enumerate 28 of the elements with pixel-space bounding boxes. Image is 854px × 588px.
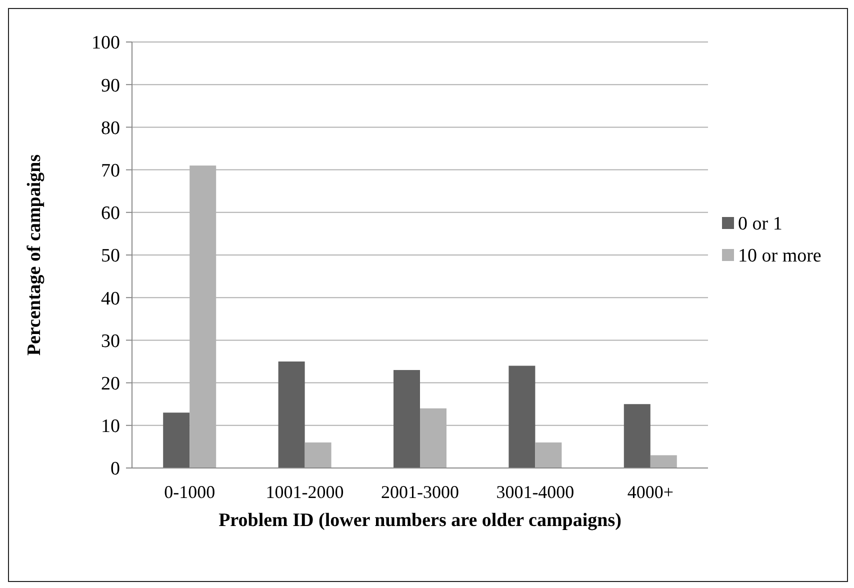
bar <box>650 455 677 468</box>
x-tick-label: 0-1000 <box>164 482 216 502</box>
y-tick-label: 30 <box>101 330 120 352</box>
bar <box>304 442 332 468</box>
y-tick-label: 60 <box>101 203 120 224</box>
y-tick-label: 10 <box>101 416 120 438</box>
y-tick-label: 20 <box>101 373 120 394</box>
bar <box>535 442 562 468</box>
x-tick-label: 3001-4000 <box>496 482 574 502</box>
y-axis-title: Percentage of campaigns <box>24 154 45 356</box>
bar <box>624 404 650 468</box>
x-tick-label: 2001-3000 <box>381 482 459 502</box>
y-tick-label: 100 <box>92 32 120 54</box>
x-tick-label: 1001-2000 <box>266 482 344 502</box>
x-axis-title: Problem ID (lower numbers are older campaigns) <box>218 510 622 531</box>
y-tick-label: 0 <box>110 458 120 480</box>
bar <box>508 366 536 468</box>
y-tick-label: 80 <box>101 118 120 139</box>
bar <box>278 362 305 468</box>
y-tick-label: 70 <box>101 160 120 182</box>
y-tick-label: 50 <box>101 246 120 267</box>
x-tick-label: 4000+ <box>627 482 674 502</box>
legend-label: 0 or 1 <box>738 214 782 235</box>
y-tick-label: 90 <box>101 75 120 96</box>
y-tick-label: 40 <box>101 288 120 310</box>
bar <box>163 412 190 468</box>
bar <box>394 370 420 468</box>
legend-label: 10 or more <box>738 246 822 267</box>
